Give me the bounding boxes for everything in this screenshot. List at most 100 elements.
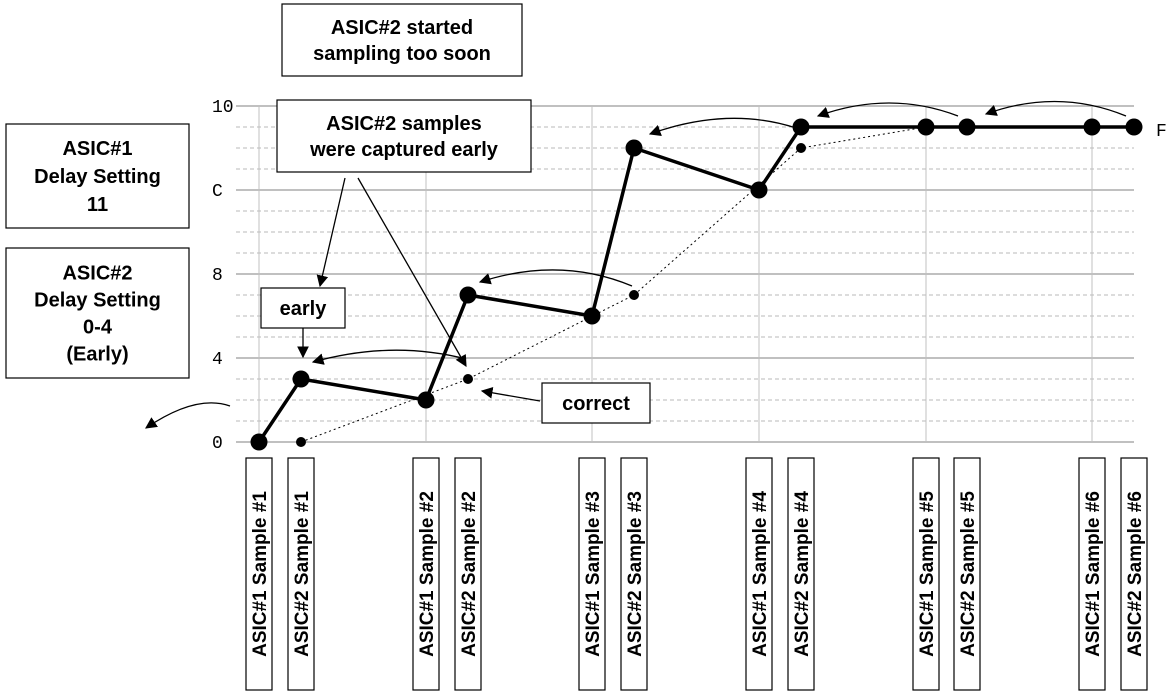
pointer-arrow (316, 177, 346, 288)
x-label-text: ASIC#2 Sample #6 (1125, 491, 1146, 657)
x-label: ASIC#1 Sample #2 (412, 457, 440, 691)
callouts: ASIC#2 started sampling too soon ASIC#2 sa… (5, 3, 651, 424)
data-point-large (1125, 118, 1143, 136)
callout-line: correct (562, 393, 630, 415)
data-point-large (583, 307, 601, 325)
data-point-large (417, 391, 435, 409)
callout-box (281, 3, 523, 77)
pointer-arrow (480, 387, 541, 402)
x-label-text: ASIC#1 Sample #1 (250, 491, 271, 657)
callout-line: ASIC#2 started (331, 17, 473, 39)
series-line-bold (257, 125, 1134, 443)
data-point-large (250, 433, 268, 451)
callout-early: early (260, 287, 346, 329)
x-label: ASIC#2 Sample #6 (1120, 457, 1148, 691)
data-point-large (625, 139, 643, 157)
shift-arrow (816, 102, 959, 118)
series-asic2-correct (296, 126, 927, 447)
x-label-text: ASIC#1 Sample #3 (583, 491, 604, 657)
callout-box (541, 382, 651, 424)
callout-line: ASIC#2 (62, 263, 132, 285)
callout-line: were captured early (309, 139, 499, 161)
callout-line: Delay Setting (34, 166, 161, 188)
callout-asic2-delay: ASIC#2 Delay Setting 0-4 (Early) (5, 247, 190, 379)
x-label-box (912, 457, 940, 691)
x-label: ASIC#1 Sample #3 (578, 457, 606, 691)
x-label-text: ASIC#2 Sample #3 (625, 491, 646, 657)
data-point-small (296, 437, 306, 447)
x-label: ASIC#2 Sample #4 (787, 457, 815, 691)
callout-box (260, 287, 346, 329)
data-point-large (459, 286, 477, 304)
callout-line: ASIC#1 (62, 138, 132, 160)
data-point-large (1083, 118, 1101, 136)
callout-line: 11 (87, 194, 108, 216)
y-tick-label: 10 (212, 98, 234, 118)
x-label: ASIC#2 Sample #5 (953, 457, 981, 691)
y-tick-label: C (212, 182, 223, 202)
shift-arrow (984, 100, 1127, 117)
x-label: ASIC#2 Sample #1 (287, 457, 315, 691)
x-label-text: ASIC#1 Sample #6 (1083, 491, 1104, 657)
callout-line: Delay Setting (34, 290, 161, 312)
callout-line: early (280, 298, 328, 320)
x-label-text: ASIC#2 Sample #1 (292, 491, 313, 657)
x-label-text: ASIC#2 Sample #2 (459, 491, 480, 657)
data-point-small (463, 374, 473, 384)
y-tick-label: 0 (212, 434, 223, 454)
x-label-box (787, 457, 815, 691)
x-label: ASIC#1 Sample #4 (745, 457, 773, 691)
data-point-large (917, 118, 935, 136)
x-label-box (454, 457, 482, 691)
x-label-text: ASIC#1 Sample #2 (417, 491, 438, 657)
callout-line: ASIC#2 samples (326, 113, 482, 135)
shift-arrow (145, 402, 231, 429)
x-label-box (245, 457, 273, 691)
data-point-small (796, 143, 806, 153)
callout-line: sampling too soon (313, 43, 491, 65)
x-label-box (953, 457, 981, 691)
series-captured (250, 118, 1143, 451)
x-label-box (578, 457, 606, 691)
x-label-box (412, 457, 440, 691)
callout-box (5, 247, 190, 379)
x-label: ASIC#2 Sample #3 (620, 457, 648, 691)
x-label-box (745, 457, 773, 691)
callout-captured-early: ASIC#2 samples were captured early (276, 99, 532, 173)
x-label: ASIC#1 Sample #1 (245, 457, 273, 691)
data-point-small (629, 290, 639, 300)
shift-arrow (311, 349, 467, 365)
callout-asic1-delay: ASIC#1 Delay Setting 11 (5, 123, 190, 229)
data-point-large (750, 181, 768, 199)
y-axis-ticks: 0 4 8 C 10 (212, 98, 234, 454)
x-label-box (1120, 457, 1148, 691)
callout-line: (Early) (66, 344, 128, 366)
shift-arrows (145, 100, 1127, 429)
y-tick-label: 4 (212, 350, 223, 370)
x-label-box (620, 457, 648, 691)
callout-box (276, 99, 532, 173)
x-axis-labels: ASIC#1 Sample #1 ASIC#2 Sample #1 ASIC#1 S… (245, 457, 1148, 691)
x-label-text: ASIC#2 Sample #4 (792, 491, 813, 657)
x-label-box (287, 457, 315, 691)
y-tick-label: 8 (212, 266, 223, 286)
x-label: ASIC#1 Sample #5 (912, 457, 940, 691)
x-label-text: ASIC#2 Sample #5 (958, 491, 979, 657)
data-point-large (292, 370, 310, 388)
callout-too-soon: ASIC#2 started sampling too soon (281, 3, 523, 77)
callout-box (5, 123, 190, 229)
callout-line: 0-4 (83, 317, 113, 339)
x-label-text: ASIC#1 Sample #5 (917, 491, 938, 657)
x-label-text: ASIC#1 Sample #4 (750, 491, 771, 657)
x-label: ASIC#1 Sample #6 (1078, 457, 1106, 691)
pointer-arrow (357, 177, 467, 368)
right-end-label: F (1156, 122, 1167, 142)
data-point-large (958, 118, 976, 136)
x-label: ASIC#2 Sample #2 (454, 457, 482, 691)
pointer-arrows (297, 177, 541, 402)
grid (236, 105, 1134, 443)
shift-arrow (648, 117, 797, 136)
shift-arrow (478, 269, 633, 287)
callout-correct: correct (541, 382, 651, 424)
